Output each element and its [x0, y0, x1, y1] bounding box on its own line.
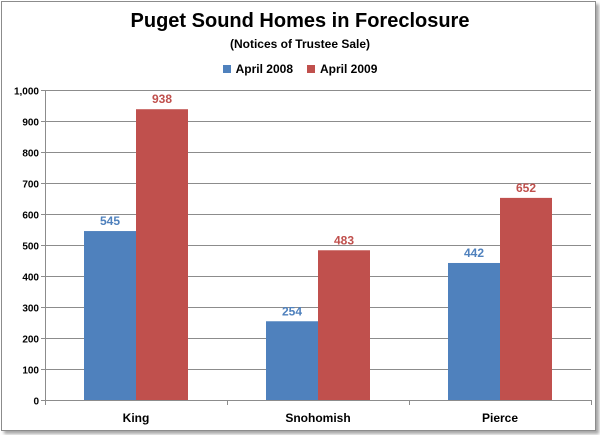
- chart-subtitle: (Notices of Trustee Sale): [229, 37, 371, 51]
- x-category-label: Snohomish: [285, 411, 350, 425]
- y-tick-label: 100: [22, 366, 39, 377]
- bar-king-series-1: [136, 109, 188, 400]
- y-tick-label: 500: [22, 242, 39, 253]
- data-label: 938: [152, 92, 172, 106]
- x-category-label: Pierce: [482, 411, 518, 425]
- y-tick-label: 600: [22, 211, 39, 222]
- data-label: 652: [516, 181, 536, 195]
- legend-item-april-2009: April 2009: [307, 62, 377, 76]
- chart-title: Puget Sound Homes in Foreclosure: [130, 10, 470, 32]
- y-tick-label: 800: [22, 149, 39, 160]
- data-label: 545: [100, 214, 120, 228]
- legend-label-april-2008: April 2008: [235, 62, 293, 76]
- y-tick-label: 1,000: [14, 87, 39, 98]
- bar-snohomish-series-0: [266, 321, 318, 400]
- legend-label-april-2009: April 2009: [320, 62, 378, 76]
- legend-swatch-april-2008: [222, 65, 231, 73]
- y-tick-label: 900: [22, 118, 39, 129]
- data-label: 442: [464, 246, 484, 260]
- y-tick-label: 700: [22, 180, 39, 191]
- data-label: 254: [282, 304, 302, 318]
- legend-item-april-2008: April 2008: [222, 62, 293, 76]
- legend: April 2008 April 2009: [2, 62, 598, 76]
- bar-king-series-0: [84, 231, 136, 400]
- bar-snohomish-series-1: [318, 250, 370, 400]
- x-category-label: King: [123, 411, 150, 425]
- data-label: 483: [334, 233, 354, 247]
- y-tick-label: 400: [22, 273, 39, 284]
- y-tick-label: 200: [22, 335, 39, 346]
- bar-pierce-series-1: [500, 197, 552, 400]
- bar-pierce-series-0: [448, 262, 500, 400]
- y-tick-label: 300: [22, 304, 39, 315]
- y-tick-label: 0: [33, 397, 39, 408]
- legend-swatch-april-2009: [307, 65, 315, 73]
